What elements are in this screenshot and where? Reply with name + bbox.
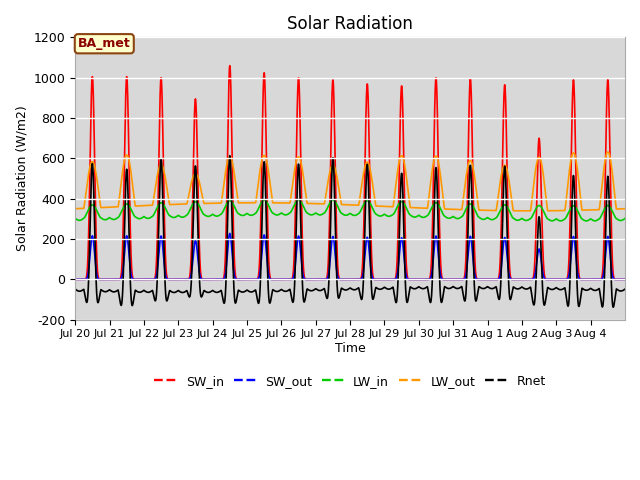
- Line: LW_out: LW_out: [75, 152, 625, 211]
- X-axis label: Time: Time: [335, 342, 365, 355]
- LW_in: [71, 216, 79, 221]
- LW_out: [547, 208, 555, 214]
- Rnet: [245, 288, 253, 294]
- LW_in: [582, 218, 590, 224]
- LW_out: [71, 206, 79, 212]
- LW_out: [621, 206, 629, 212]
- Rnet: [226, 153, 234, 158]
- Line: Rnet: Rnet: [75, 156, 625, 307]
- SW_out: [126, 264, 134, 269]
- Rnet: [614, 287, 621, 293]
- LW_out: [126, 163, 134, 169]
- SW_in: [226, 63, 234, 69]
- LW_out: [604, 149, 612, 155]
- SW_in: [126, 216, 134, 222]
- Rnet: [126, 271, 134, 276]
- SW_out: [547, 276, 555, 282]
- Rnet: [71, 286, 79, 292]
- Legend: SW_in, SW_out, LW_in, LW_out, Rnet: SW_in, SW_out, LW_in, LW_out, Rnet: [150, 370, 550, 393]
- Title: Solar Radiation: Solar Radiation: [287, 15, 413, 33]
- SW_out: [383, 276, 391, 282]
- LW_out: [614, 206, 621, 212]
- Rnet: [609, 304, 617, 310]
- Rnet: [383, 286, 391, 292]
- SW_in: [621, 276, 629, 282]
- LW_out: [516, 208, 524, 214]
- Rnet: [621, 286, 629, 292]
- SW_in: [547, 276, 555, 282]
- LW_in: [516, 217, 524, 223]
- SW_in: [245, 276, 253, 282]
- Line: LW_in: LW_in: [75, 200, 625, 221]
- SW_out: [614, 276, 621, 282]
- SW_in: [614, 276, 621, 282]
- LW_in: [614, 216, 621, 222]
- Rnet: [547, 287, 555, 292]
- LW_in: [383, 213, 391, 219]
- SW_in: [383, 276, 391, 282]
- Line: SW_in: SW_in: [75, 66, 625, 279]
- SW_out: [621, 276, 629, 282]
- SW_out: [245, 276, 253, 282]
- SW_out: [226, 230, 234, 236]
- LW_in: [547, 218, 555, 224]
- Text: BA_met: BA_met: [78, 37, 131, 50]
- Line: SW_out: SW_out: [75, 233, 625, 279]
- LW_out: [245, 200, 253, 205]
- Rnet: [516, 286, 524, 291]
- LW_out: [527, 208, 534, 214]
- SW_in: [516, 276, 524, 282]
- LW_in: [621, 216, 629, 221]
- SW_out: [516, 276, 524, 282]
- LW_in: [126, 204, 134, 210]
- SW_out: [71, 276, 79, 282]
- Y-axis label: Solar Radiation (W/m2): Solar Radiation (W/m2): [15, 106, 28, 252]
- LW_in: [295, 197, 303, 203]
- LW_in: [245, 212, 253, 217]
- LW_out: [383, 204, 391, 209]
- SW_in: [71, 276, 79, 282]
